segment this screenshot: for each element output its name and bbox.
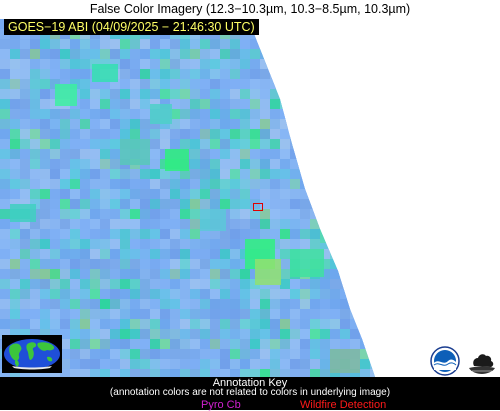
image-title: False Color Imagery (12.3−10.3µm, 10.3−8… (89, 2, 411, 16)
globe-thumbnail-icon (2, 335, 62, 373)
legend-wildfire-detection: Wildfire Detection (300, 399, 387, 411)
legend-pyro-cb: Pyro Cb (201, 399, 241, 411)
cimss-logo-icon (469, 354, 495, 374)
earth-disk (0, 19, 375, 377)
satellite-imagery (0, 19, 375, 377)
annotation-key-title: Annotation Key (212, 377, 288, 389)
noaa-logo-icon (430, 346, 460, 376)
region-marker (253, 203, 263, 211)
annotation-key: Annotation Key (annotation colors are no… (0, 377, 500, 411)
annotation-key-note: (annotation colors are not related to co… (109, 387, 391, 398)
timestamp-label: GOES−19 ABI (04/09/2025 − 21:46:30 UTC) (4, 19, 259, 35)
